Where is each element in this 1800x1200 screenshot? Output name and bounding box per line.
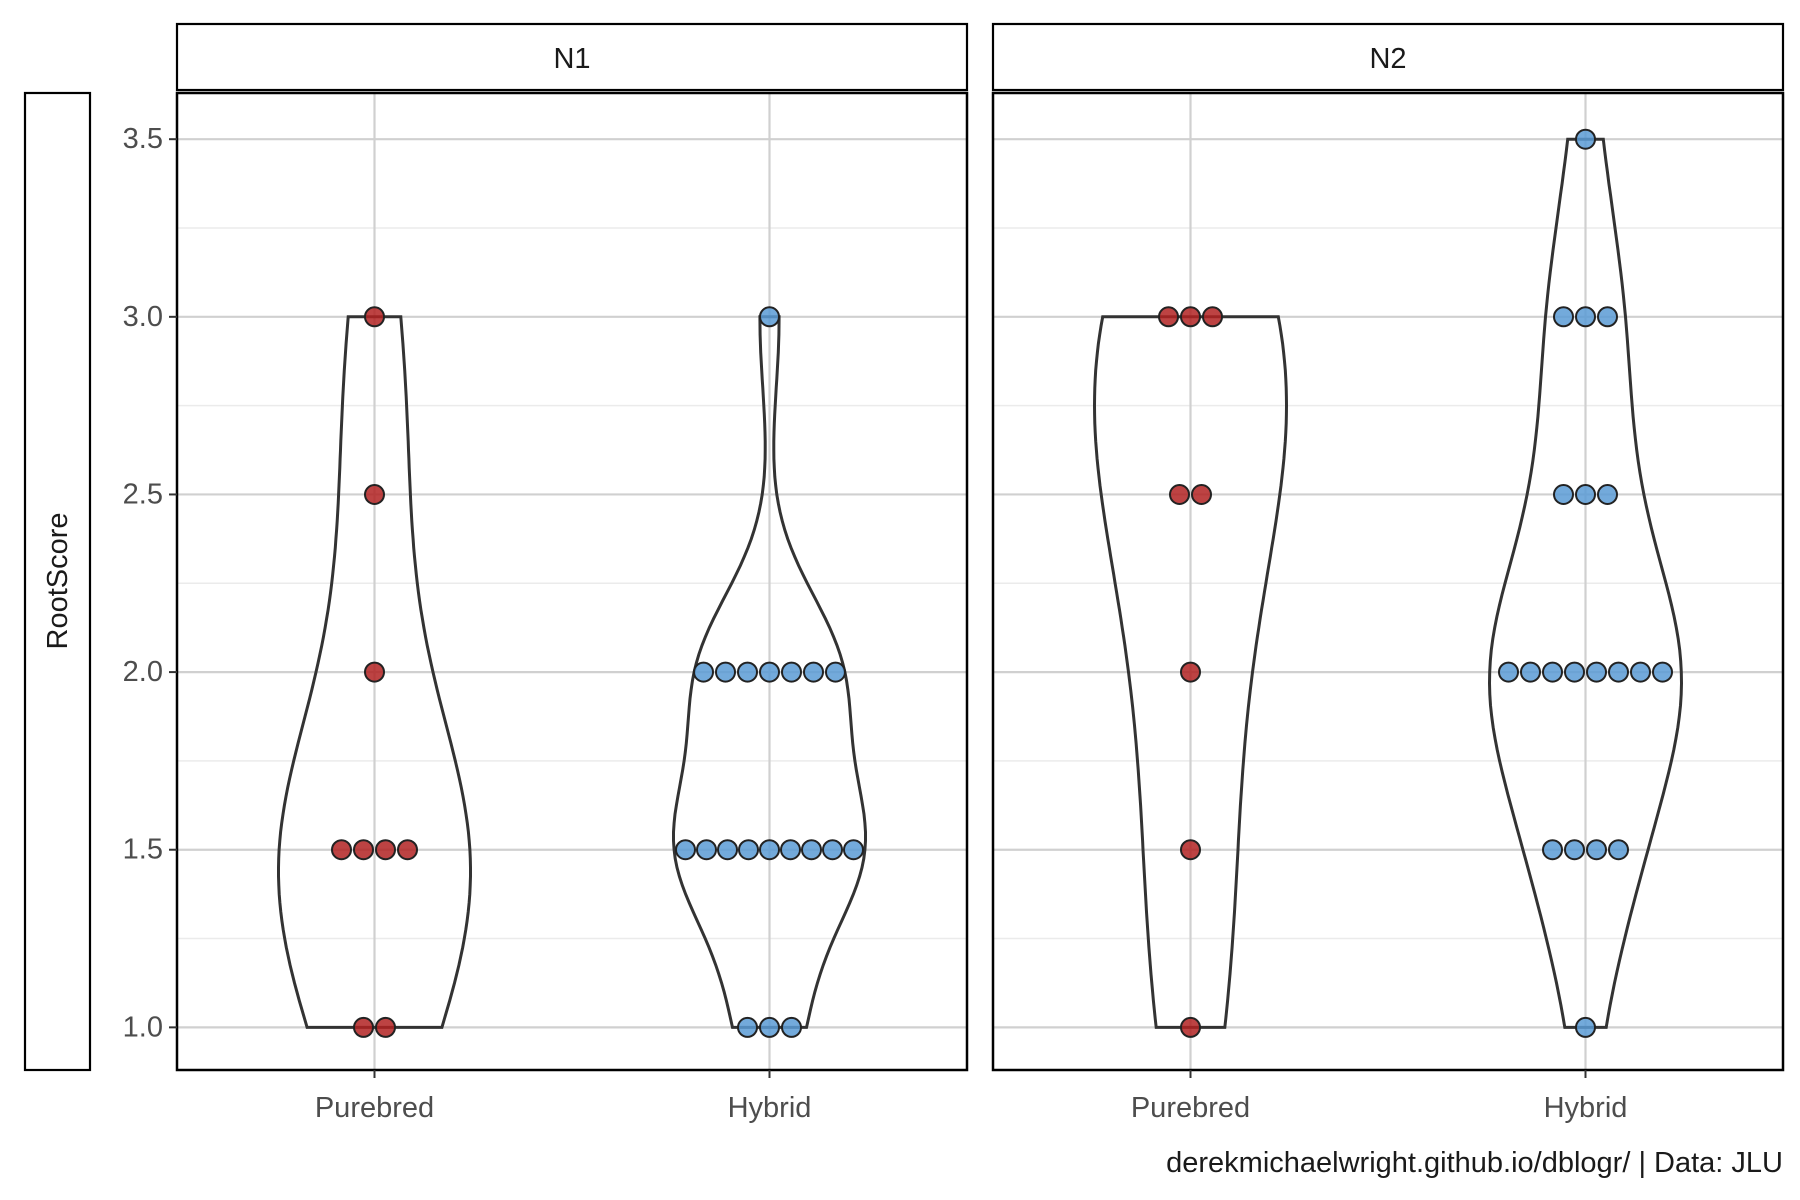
data-point-n2-hybrid: [1542, 839, 1563, 861]
data-point-n1-hybrid: [781, 1016, 802, 1038]
data-point-n2-purebred: [1191, 484, 1212, 505]
data-point-n1-hybrid: [822, 839, 843, 861]
data-point-n1-purebred: [364, 661, 385, 683]
data-point-n1-hybrid: [803, 661, 824, 683]
data-point-n2-hybrid: [1586, 661, 1607, 683]
data-point-n2-hybrid: [1575, 128, 1596, 150]
data-point-n2-hybrid: [1564, 661, 1585, 683]
y-axis-strip: RootScore: [23, 91, 92, 1072]
data-point-n1-hybrid: [759, 306, 780, 328]
panel-border-n2: [991, 91, 1785, 1072]
data-point-n2-purebred: [1169, 484, 1190, 505]
data-point-n2-hybrid: [1630, 661, 1651, 683]
data-point-n2-purebred: [1180, 839, 1201, 861]
data-point-n2-hybrid: [1597, 484, 1618, 505]
data-point-n1-hybrid: [781, 661, 802, 683]
data-point-n2-hybrid: [1575, 1016, 1596, 1038]
data-point-n1-hybrid: [737, 661, 758, 683]
data-point-n2-hybrid: [1553, 484, 1574, 505]
data-point-n2-hybrid: [1575, 484, 1596, 505]
y-tick-label: 2.5: [123, 478, 163, 510]
data-point-n2-purebred: [1180, 661, 1201, 683]
facet-panel-n2: N2 Purebred Hybrid: [991, 22, 1785, 1124]
y-tick-label: 3.5: [123, 123, 163, 155]
data-point-n1-hybrid: [696, 839, 717, 861]
caption: derekmichaelwright.github.io/dblogr/ | D…: [1166, 1147, 1783, 1179]
data-point-n1-hybrid: [717, 839, 738, 861]
y-tick-label: 2.0: [123, 656, 163, 688]
data-point-n1-hybrid: [843, 839, 864, 861]
data-point-n1-purebred: [397, 839, 418, 861]
y-tick-label: 1.5: [123, 834, 163, 866]
facet-strip-n2: [991, 22, 1785, 92]
data-point-n1-hybrid: [780, 839, 801, 861]
data-point-n1-hybrid: [759, 661, 780, 683]
data-point-n2-hybrid: [1498, 661, 1519, 683]
facet-panel-n1: N1 Purebred Hybrid: [175, 22, 969, 1124]
data-point-n2-hybrid: [1597, 306, 1618, 328]
data-point-n1-hybrid: [737, 1016, 758, 1038]
data-point-n1-hybrid: [675, 839, 696, 861]
data-point-n2-hybrid: [1520, 661, 1541, 683]
x-tick-label-hybrid: Hybrid: [1544, 1092, 1628, 1124]
data-point-n1-hybrid: [801, 839, 822, 861]
data-point-n1-purebred: [375, 839, 396, 861]
data-point-n1-purebred: [364, 484, 385, 505]
panel-border-n1: [175, 91, 969, 1072]
data-point-n2-hybrid: [1564, 839, 1585, 861]
data-point-n1-hybrid: [693, 661, 714, 683]
x-tick-label-purebred: Purebred: [1131, 1092, 1250, 1124]
x-tick-label-purebred: Purebred: [315, 1092, 434, 1124]
data-point-n2-hybrid: [1542, 661, 1563, 683]
data-point-n1-hybrid: [715, 661, 736, 683]
data-point-n1-hybrid: [738, 839, 759, 861]
y-tick-label: 1.0: [123, 1011, 163, 1043]
data-point-n2-purebred: [1180, 1016, 1201, 1038]
data-point-n1-purebred: [331, 839, 352, 861]
data-point-n2-hybrid: [1553, 306, 1574, 328]
data-point-n2-hybrid: [1608, 661, 1629, 683]
data-point-n1-hybrid: [759, 1016, 780, 1038]
facet-strip-label-n2: N2: [1369, 43, 1406, 75]
data-point-n2-purebred: [1202, 306, 1223, 328]
data-point-n2-hybrid: [1608, 839, 1629, 861]
facet-strip-label-n1: N1: [553, 43, 590, 75]
data-point-n1-purebred: [375, 1016, 396, 1038]
data-point-n2-purebred: [1158, 306, 1179, 328]
data-point-n2-hybrid: [1586, 839, 1607, 861]
y-axis-title: RootScore: [42, 512, 74, 649]
violin-n1-purebred: [277, 315, 472, 1029]
data-point-n2-hybrid: [1575, 306, 1596, 328]
data-point-n1-hybrid: [825, 661, 846, 683]
data-point-n2-purebred: [1180, 306, 1201, 328]
data-point-n1-hybrid: [759, 839, 780, 861]
y-axis-ticks: 1.0 1.5 2.0 2.5 3.0 3.5: [123, 123, 177, 1043]
data-point-n1-purebred: [353, 839, 374, 861]
x-tick-label-hybrid: Hybrid: [728, 1092, 812, 1124]
violin-n2-purebred: [1092, 315, 1289, 1029]
data-point-n1-purebred: [364, 306, 385, 328]
facet-strip-n1: [175, 22, 969, 92]
violin-n2-hybrid: [1487, 137, 1684, 1029]
data-point-n1-purebred: [353, 1016, 374, 1038]
y-tick-label: 3.0: [123, 301, 163, 333]
data-point-n2-hybrid: [1652, 661, 1673, 683]
